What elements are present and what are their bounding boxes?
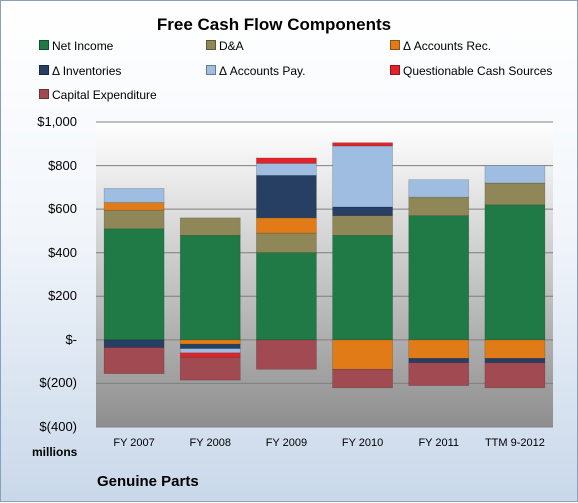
bar-fy-2009-net-income [256, 252, 317, 341]
legend-label-accounts-pay: Δ Accounts Pay. [219, 64, 306, 78]
bar-fy-2010-questionable-cash-sources [332, 142, 393, 147]
legend-item-accounts-pay: Δ Accounts Pay. [206, 64, 306, 78]
bar-fy-2007-inventories [103, 339, 165, 348]
legend-item-capital-expenditure: Capital Expenditure [39, 88, 157, 102]
bar-ttm-9-2012-accounts-rec [484, 339, 546, 359]
x-tick-label-fy-2009: FY 2009 [265, 437, 308, 449]
legend-item-questionable-cash-sources: Questionable Cash Sources [390, 64, 552, 78]
bar-fy-2010-d-a [332, 215, 393, 236]
bar-fy-2011-accounts-pay [408, 179, 470, 198]
bar-ttm-9-2012-inventories [484, 358, 546, 364]
bar-fy-2009-inventories [256, 175, 317, 219]
bar-fy-2008-net-income [179, 234, 241, 341]
bar-fy-2009-accounts-rec [256, 217, 317, 234]
bar-fy-2010-capital-expenditure [332, 368, 393, 389]
chart-title: Free Cash Flow Components [156, 15, 392, 34]
legend-label-inventories: Δ Inventories [52, 64, 122, 78]
legend-label-questionable-cash-sources: Questionable Cash Sources [403, 64, 553, 78]
legend-swatch-accounts-rec [390, 40, 400, 50]
bar-ttm-9-2012-net-income [484, 204, 546, 341]
legend-label-capital-expenditure: Capital Expenditure [52, 88, 157, 102]
y-tick-label-zero: $- [65, 331, 77, 347]
bar-ttm-9-2012-capital-expenditure [484, 362, 546, 389]
y-tick-label-600: $600 [48, 201, 77, 217]
legend-item-inventories: Δ Inventories [39, 64, 121, 78]
bar-fy-2011-inventories [408, 358, 470, 364]
bar-fy-2008-accounts-pay [179, 348, 241, 354]
legend-swatch-inventories [39, 65, 49, 75]
bar-fy-2007-net-income [103, 228, 165, 341]
bar-fy-2010-accounts-rec [332, 339, 393, 370]
bar-fy-2007-accounts-pay [103, 188, 165, 203]
legend-swatch-accounts-pay [206, 65, 216, 75]
bar-ttm-9-2012-accounts-pay [484, 165, 546, 184]
bar-fy-2011-net-income [408, 215, 470, 341]
y-tick-label-1-000: $1,000 [37, 114, 77, 129]
legend-label-net-income: Net Income [52, 39, 114, 53]
bar-fy-2009-capital-expenditure [256, 339, 317, 370]
bar-fy-2007-capital-expenditure [103, 347, 165, 374]
legend-swatch-d-a [206, 40, 216, 50]
y-tick-label-400: $400 [48, 244, 77, 260]
bar-fy-2010-net-income [332, 234, 393, 341]
bar-fy-2011-capital-expenditure [408, 362, 470, 386]
x-tick-label-fy-2011: FY 2011 [418, 437, 460, 449]
bar-fy-2009-accounts-pay [256, 163, 317, 176]
legend-label-d-a: D&A [219, 39, 244, 53]
legend-swatch-net-income [39, 40, 49, 50]
bar-fy-2007-d-a [103, 209, 165, 230]
bar-fy-2008-accounts-rec [179, 339, 241, 345]
bar-fy-2010-inventories [332, 206, 393, 216]
legend-item-d-a: D&A [206, 39, 244, 53]
legend-item-net-income: Net Income [39, 39, 113, 53]
y-tick-label-400: $(400) [39, 419, 77, 434]
company-name: Genuine Parts [97, 473, 199, 490]
bar-fy-2011-d-a [408, 196, 470, 216]
x-tick-label-fy-2010: FY 2010 [341, 437, 384, 449]
legend-swatch-capital-expenditure [39, 89, 49, 99]
y-axis-units-label: millions [32, 445, 78, 459]
y-tick-label-200: $(200) [39, 375, 77, 391]
legend-item-accounts-rec: Δ Accounts Rec. [390, 39, 491, 53]
x-tick-label-fy-2007: FY 2007 [113, 437, 155, 449]
bar-fy-2011-accounts-rec [408, 339, 470, 359]
bar-fy-2008-d-a [179, 217, 241, 236]
bar-fy-2008-questionable-cash-sources [179, 352, 241, 358]
bar-fy-2009-questionable-cash-sources [256, 157, 317, 164]
x-tick-label-ttm-9-2012: TTM 9-2012 [484, 437, 545, 449]
plot-background [96, 122, 553, 427]
bar-fy-2008-capital-expenditure [179, 356, 241, 381]
legend-label-accounts-rec: Δ Accounts Rec. [403, 39, 492, 53]
bar-fy-2007-accounts-rec [103, 202, 165, 211]
legend-swatch-questionable-cash-sources [390, 65, 400, 75]
x-tick-label-fy-2008: FY 2008 [189, 437, 231, 449]
bar-ttm-9-2012-d-a [484, 182, 546, 206]
bar-fy-2010-accounts-pay [332, 145, 393, 208]
y-tick-label-800: $800 [48, 157, 77, 173]
bar-fy-2009-d-a [256, 232, 317, 254]
y-tick-label-200: $200 [48, 288, 77, 304]
bar-fy-2008-inventories [179, 343, 241, 349]
